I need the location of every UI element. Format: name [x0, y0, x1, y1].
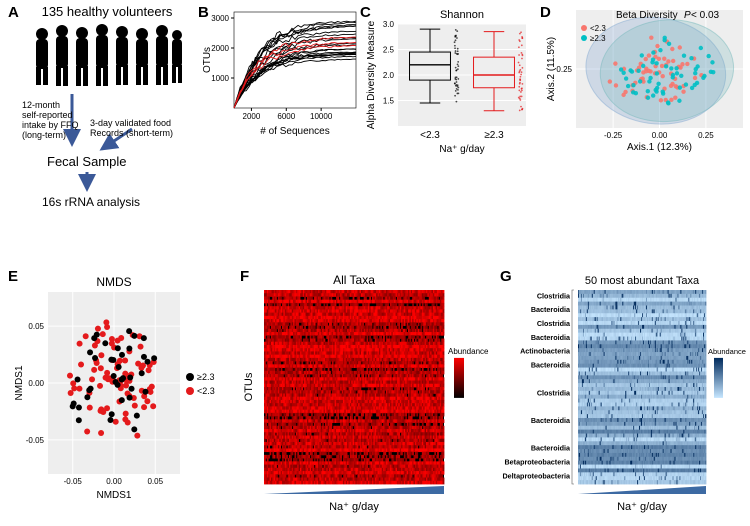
svg-text:0.00: 0.00 [106, 477, 122, 486]
svg-text:Axis.1 (12.3%): Axis.1 (12.3%) [627, 142, 692, 153]
svg-text:P: P [684, 10, 691, 21]
svg-text:2000: 2000 [211, 44, 229, 53]
svg-text:<2.3: <2.3 [197, 386, 215, 396]
svg-text:2000: 2000 [243, 112, 261, 121]
svg-text:10000: 10000 [310, 112, 333, 121]
svg-text:0.25: 0.25 [698, 131, 714, 140]
svg-text:2.0: 2.0 [383, 71, 395, 80]
svg-text:-0.05: -0.05 [26, 436, 45, 445]
panel-a-title: 135 healthy volunteers [22, 4, 192, 19]
panel-f-heatmap: All TaxaOTUsNa⁺ g/dayAbundance [240, 272, 500, 522]
svg-text:OTUs: OTUs [202, 47, 213, 73]
svg-text:# of Sequences: # of Sequences [260, 126, 330, 136]
panel-a-label: A [8, 4, 19, 21]
silhouette-icon [22, 19, 192, 89]
svg-text:3.0: 3.0 [383, 20, 395, 29]
panel-a-flow: 12-month self-reported intake by FFQ (lo… [22, 94, 192, 254]
svg-text:≥2.3: ≥2.3 [484, 130, 504, 141]
svg-text:All Taxa: All Taxa [333, 273, 375, 287]
svg-text:NMDS: NMDS [96, 275, 131, 289]
svg-text:≥2.3: ≥2.3 [197, 372, 214, 382]
svg-text:1.5: 1.5 [383, 97, 395, 106]
panel-b-chart: 2000 6000 10000 1000 2000 3000 # of Sequences O… [200, 6, 360, 136]
svg-text:Axis.2 (11.5%): Axis.2 (11.5%) [546, 37, 557, 101]
svg-text:Beta Diversity: Beta Diversity [616, 10, 678, 21]
svg-text:0.05: 0.05 [28, 322, 44, 331]
svg-text:< 0.03: < 0.03 [691, 10, 720, 21]
flow-text-2b: Records (short-term) [90, 128, 173, 138]
svg-text:2.5: 2.5 [383, 46, 395, 55]
flow-text-1d: (long-term) [22, 130, 66, 140]
svg-text:-0.25: -0.25 [604, 131, 623, 140]
flow-text-2: 3-day validated food [90, 118, 171, 128]
flow-text-1: 12-month [22, 100, 60, 110]
svg-text:0.25: 0.25 [556, 65, 572, 74]
flow-text-1b: self-reported [22, 110, 73, 120]
svg-text:Na⁺ g/day: Na⁺ g/day [439, 144, 484, 155]
svg-text:1000: 1000 [211, 74, 229, 83]
svg-text:NMDS1: NMDS1 [96, 490, 131, 501]
svg-text:≥2.3: ≥2.3 [590, 34, 606, 43]
flow-text-1c: intake by FFQ [22, 120, 79, 130]
svg-text:0.00: 0.00 [28, 379, 44, 388]
svg-text:Shannon: Shannon [440, 9, 484, 21]
flow-text-4: 16s rRNA analysis [42, 195, 140, 209]
panel-e-chart: -0.05 0.00 0.05 -0.05 0.00 0.05 NMDS ≥2.3 <2.3 NM… [10, 272, 220, 502]
flow-text-3: Fecal Sample [47, 154, 126, 169]
panel-c-chart: 1.5 2.0 2.5 3.0 Shannon <2.3 ≥2.3Na⁺ g/day Alph… [362, 6, 532, 156]
svg-text:<2.3: <2.3 [590, 24, 606, 33]
svg-text:-0.05: -0.05 [64, 477, 83, 486]
panel-d-chart: -0.25 0.00 0.25 0.25 Beta Diversity P < 0.03… [542, 6, 747, 156]
svg-text:0.05: 0.05 [147, 477, 163, 486]
svg-text:Alpha Diversity Measure: Alpha Diversity Measure [366, 20, 377, 129]
panel-g-heatmap: 50 most abundant TaxaClostridiaBacteroid… [500, 272, 750, 522]
svg-text:6000: 6000 [277, 112, 295, 121]
svg-text:3000: 3000 [211, 14, 229, 23]
svg-text:0.00: 0.00 [652, 131, 668, 140]
panel-a: 135 healthy volunteers 12-month self-rep… [22, 4, 192, 259]
svg-text:<2.3: <2.3 [420, 130, 440, 141]
svg-text:NMDS1: NMDS1 [14, 365, 25, 400]
